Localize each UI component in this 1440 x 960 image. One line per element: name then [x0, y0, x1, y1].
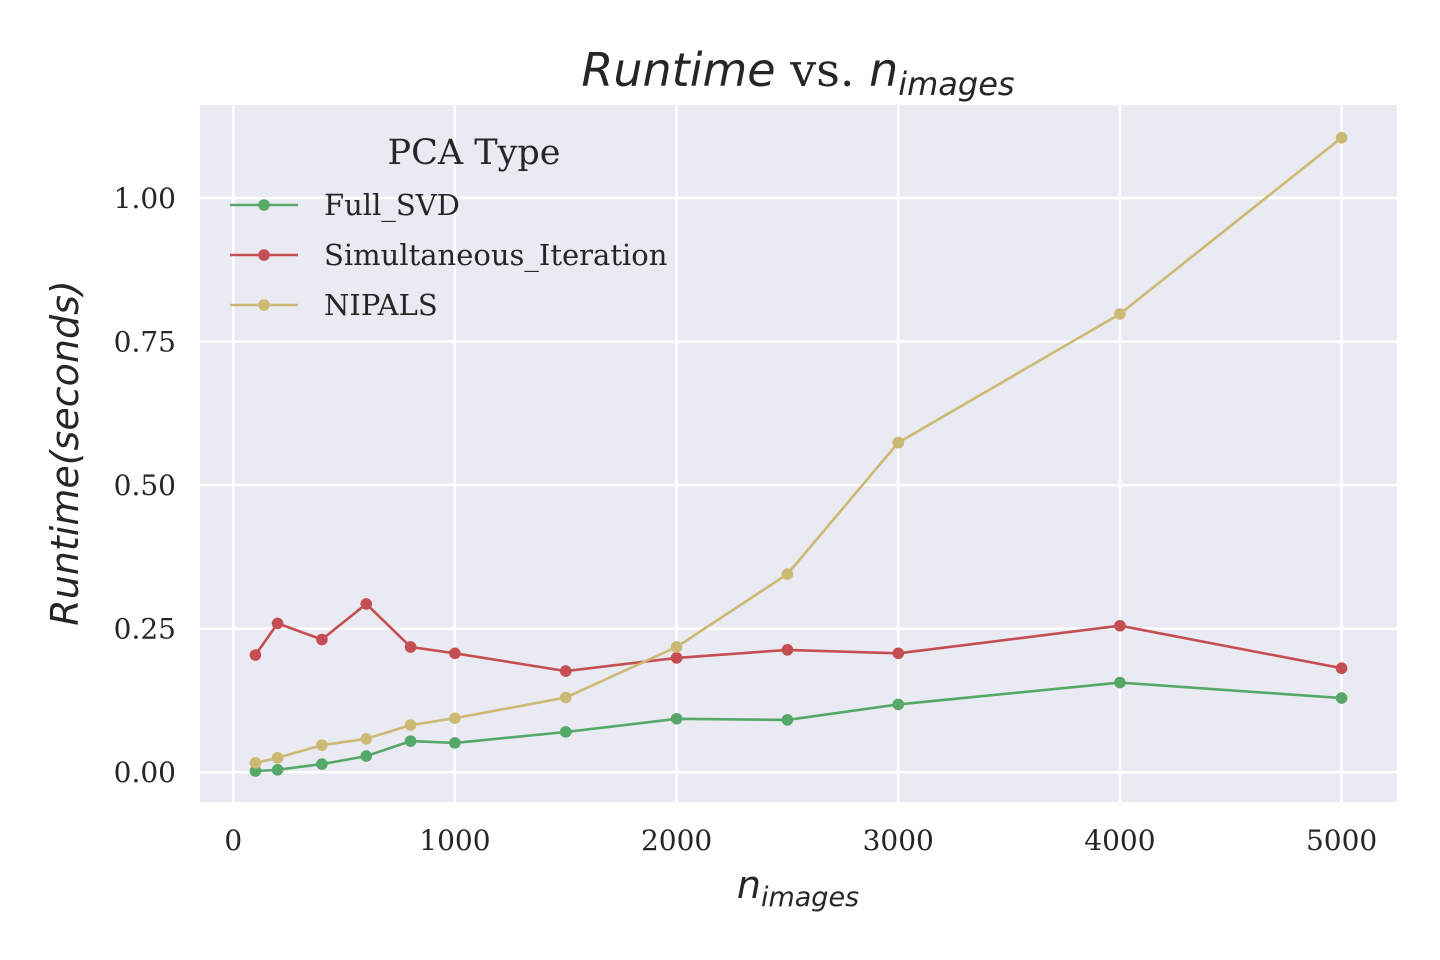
xlabel-var: n: [737, 863, 761, 907]
data-point: [404, 641, 417, 653]
xlabel-sub: images: [761, 882, 859, 913]
data-point: [559, 691, 572, 704]
legend-marker: [258, 249, 270, 261]
series-line: [255, 681, 1342, 773]
series-lines: [249, 131, 1348, 777]
series-full-svd: [249, 676, 1348, 777]
data-point: [360, 598, 373, 610]
data-point: [1114, 619, 1126, 632]
legend-marker: [258, 199, 270, 211]
data-point: [892, 647, 905, 660]
data-point: [316, 739, 328, 751]
x-tick-label: 0: [224, 824, 242, 857]
data-point: [1335, 692, 1348, 704]
data-point: [781, 644, 794, 656]
x-tick-label: 5000: [1306, 824, 1377, 857]
legend-entry: NIPALS: [230, 288, 438, 322]
data-point: [249, 765, 262, 777]
x-tick-label: 2000: [641, 824, 712, 857]
legend-label: Simultaneous_Iteration: [324, 238, 667, 273]
y-tick-label: 0.50: [114, 469, 176, 502]
y-tick-label: 1.00: [114, 182, 176, 215]
data-point: [271, 617, 284, 630]
data-point: [781, 714, 794, 726]
x-tick-label: 3000: [863, 824, 934, 857]
data-point: [360, 733, 373, 745]
series-line: [254, 602, 1342, 673]
y-axis-label: Runtime(seconds): [43, 280, 87, 625]
data-point: [449, 647, 461, 660]
series-simultaneous-iteration: [249, 598, 1348, 677]
data-point: [781, 568, 794, 580]
data-point: [271, 764, 284, 776]
data-point: [670, 652, 683, 664]
data-point: [670, 641, 683, 653]
data-point: [249, 757, 262, 769]
data-point: [404, 719, 417, 731]
title-sub: images: [898, 65, 1014, 103]
data-point: [1114, 676, 1126, 689]
y-tick-label: 0.75: [114, 326, 176, 359]
data-point: [559, 665, 572, 677]
chart-title: Runtime vs. nimages: [581, 43, 1014, 103]
data-point: [316, 758, 328, 770]
legend-title: PCA Type: [388, 133, 561, 173]
legend-entry: Simultaneous_Iteration: [230, 238, 667, 273]
y-ticks: 0.00 0.25 0.50 0.75 1.00: [114, 182, 176, 789]
legend-label: NIPALS: [324, 288, 438, 322]
data-point: [1335, 131, 1348, 144]
data-point: [1114, 308, 1126, 320]
data-point: [271, 751, 284, 764]
legend: PCA Type Full_SVD Simultaneous_Iteration N…: [230, 133, 667, 322]
data-point: [892, 698, 905, 711]
data-point: [249, 649, 262, 661]
legend-marker: [258, 299, 270, 311]
grid: [200, 105, 1397, 802]
legend-label: Full_SVD: [324, 188, 460, 223]
title-mid: vs.: [776, 43, 869, 97]
data-point: [404, 735, 417, 747]
x-axis-label: nimages: [737, 863, 859, 913]
y-tick-label: 0.25: [114, 613, 176, 646]
title-var: n: [869, 43, 898, 97]
data-point: [316, 633, 328, 646]
data-point: [449, 737, 461, 749]
data-point: [559, 726, 572, 738]
data-point: [892, 436, 905, 449]
title-main: Runtime: [581, 43, 775, 97]
plot-area: [200, 105, 1397, 802]
series-line: [255, 136, 1343, 765]
data-point: [449, 712, 461, 724]
x-ticks: 0 1000 2000 3000 4000 5000: [224, 824, 1377, 857]
x-tick-label: 4000: [1084, 824, 1155, 857]
series-nipals: [249, 131, 1348, 769]
data-point: [670, 712, 683, 725]
x-tick-label: 1000: [419, 824, 490, 857]
y-tick-label: 0.00: [114, 756, 176, 789]
data-point: [360, 750, 373, 762]
legend-entry: Full_SVD: [230, 188, 460, 223]
data-point: [1335, 662, 1348, 675]
